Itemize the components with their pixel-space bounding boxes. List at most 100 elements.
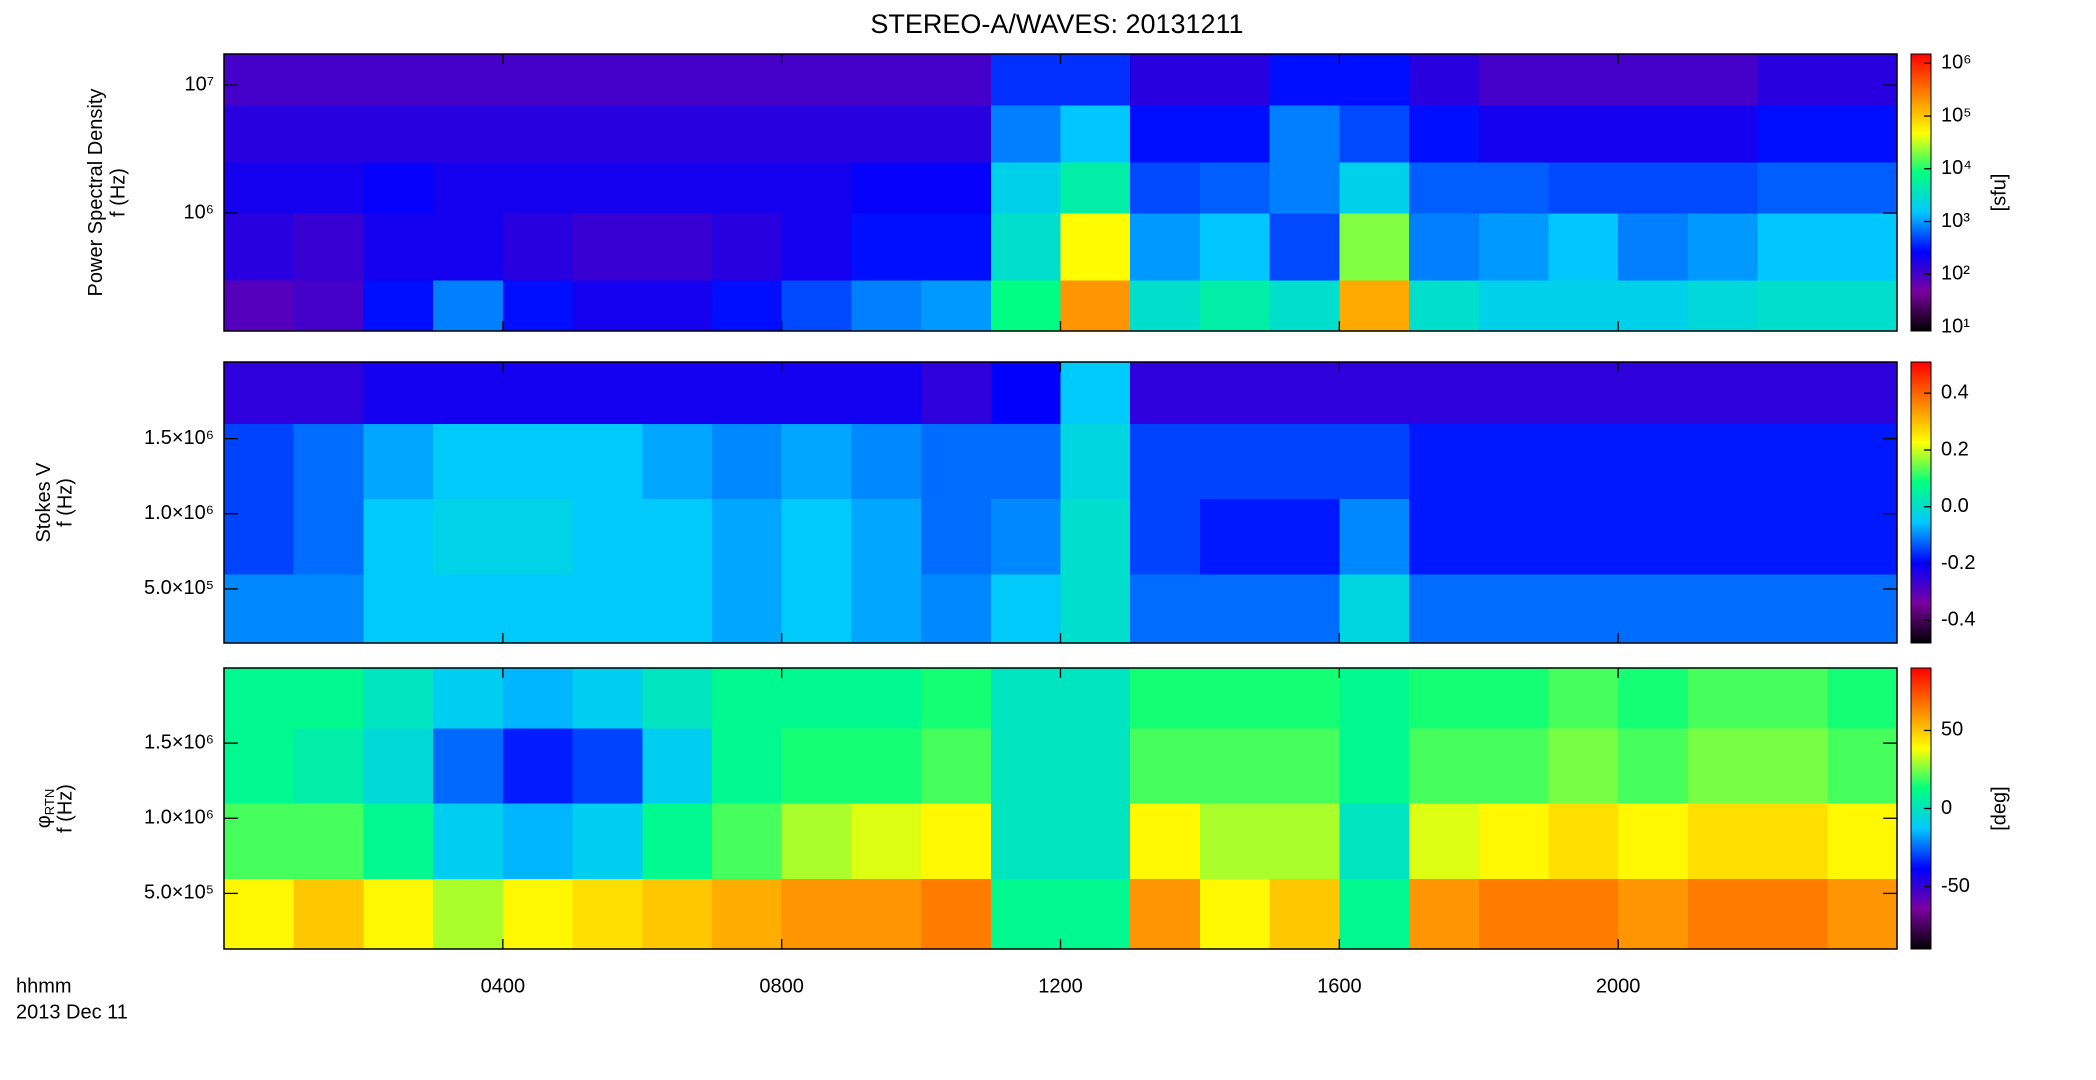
heatmap-cell (990, 573, 1061, 644)
heatmap-cell (1269, 104, 1340, 163)
heatmap-cell (433, 803, 504, 879)
heatmap-cell (1060, 498, 1131, 575)
x-tick-label: 2000 (1596, 975, 1641, 997)
heatmap-cell (433, 362, 504, 425)
x-tick-label: 1200 (1038, 975, 1083, 997)
heatmap-cell (1060, 668, 1131, 729)
heatmap-cell (1548, 803, 1619, 879)
heatmap-cell (572, 878, 643, 950)
heatmap-cell (781, 728, 852, 804)
heatmap-cell (293, 803, 364, 879)
heatmap-cell (1339, 668, 1410, 729)
heatmap-cell (1130, 728, 1201, 804)
heatmap-cell (1687, 498, 1759, 575)
heatmap-cell (363, 162, 434, 214)
heatmap-cell (363, 213, 434, 281)
colorbar-tick-label: 10³ (1941, 210, 1970, 232)
heatmap-cell (990, 498, 1061, 575)
heatmap-cell (224, 423, 295, 500)
heatmap-cell (1199, 728, 1271, 804)
heatmap-cell (1478, 573, 1549, 644)
heatmap-cell (433, 280, 504, 332)
heatmap-cell (572, 280, 643, 332)
heatmap-cell (1618, 54, 1689, 106)
heatmap-cell (293, 498, 364, 575)
heatmap-cell (1199, 803, 1271, 879)
heatmap-cell (363, 728, 434, 804)
heatmap-cell (433, 878, 504, 950)
heatmap-cell (572, 362, 643, 425)
heatmap-cell (921, 162, 992, 214)
heatmap-cell (502, 362, 574, 425)
heatmap-cell (921, 423, 992, 500)
heatmap-cell (1687, 803, 1759, 879)
heatmap-cell (1199, 498, 1271, 575)
heatmap-cell (781, 104, 852, 163)
heatmap-cell (990, 362, 1061, 425)
heatmap-cell (1757, 728, 1828, 804)
heatmap-cell (1339, 573, 1410, 644)
heatmap-cell (363, 423, 434, 500)
heatmap-cell (502, 280, 574, 332)
heatmap-cell (1548, 573, 1619, 644)
heatmap-cell (1130, 573, 1201, 644)
heatmap-cell (363, 362, 434, 425)
heatmap-cell (642, 728, 713, 804)
heatmap-cell (1827, 54, 1898, 106)
heatmap-cell (921, 213, 992, 281)
heatmap-cell (1409, 573, 1480, 644)
heatmap-cell (1409, 728, 1480, 804)
heatmap-cell (1618, 423, 1689, 500)
heatmap-cell (224, 362, 295, 425)
x-tick-label: 1600 (1317, 975, 1362, 997)
heatmap-cell (921, 498, 992, 575)
heatmap-cell (1269, 668, 1340, 729)
heatmap-cell (1618, 878, 1689, 950)
heatmap-cell (1130, 213, 1201, 281)
heatmap-cell (1060, 280, 1131, 332)
heatmap-cell (990, 162, 1061, 214)
heatmap-cell (1548, 162, 1619, 214)
heatmap-cell (363, 878, 434, 950)
heatmap-cell (1478, 423, 1549, 500)
heatmap-cell (433, 54, 504, 106)
x-tick-label: 0800 (759, 975, 804, 997)
heatmap-cell (1757, 280, 1828, 332)
heatmap-cell (1130, 362, 1201, 425)
heatmap-cell (851, 162, 922, 214)
heatmap-cell (711, 362, 783, 425)
heatmap-cell (1757, 54, 1828, 106)
heatmap-cell (1478, 280, 1549, 332)
heatmap-cell (1199, 213, 1271, 281)
y-axis-label: Stokes V (33, 462, 55, 543)
heatmap-cell (1060, 162, 1131, 214)
heatmap-cell (572, 668, 643, 729)
heatmap-cell (851, 573, 922, 644)
heatmap-cell (1269, 213, 1340, 281)
colorbar-tick-label: -0.2 (1941, 552, 1975, 574)
colorbar-label: [deg] (1988, 786, 2010, 830)
heatmap-cell (921, 573, 992, 644)
y-axis-label: Power Spectral Density (85, 89, 107, 297)
heatmap-cell (1199, 54, 1271, 106)
heatmap-cell (1339, 213, 1410, 281)
heatmap-cell (1199, 280, 1271, 332)
heatmap-cell (1827, 803, 1898, 879)
colorbar-tick-label: 10¹ (1941, 315, 1970, 337)
heatmap-cell (711, 423, 783, 500)
heatmap-cell (711, 498, 783, 575)
heatmap-cell (990, 213, 1061, 281)
heatmap-cell (1339, 803, 1410, 879)
heatmap-cell (1827, 423, 1898, 500)
heatmap-cell (1409, 280, 1480, 332)
heatmap-cell (363, 803, 434, 879)
heatmap-cell (363, 498, 434, 575)
heatmap-cell (921, 668, 992, 729)
heatmap-cell (1269, 803, 1340, 879)
heatmap-cell (1060, 573, 1131, 644)
colorbar-tick-label: -0.4 (1941, 609, 1975, 631)
heatmap-cell (1478, 54, 1549, 106)
heatmap-cell (1618, 104, 1689, 163)
heatmap-cell (572, 423, 643, 500)
heatmap-cell (781, 573, 852, 644)
